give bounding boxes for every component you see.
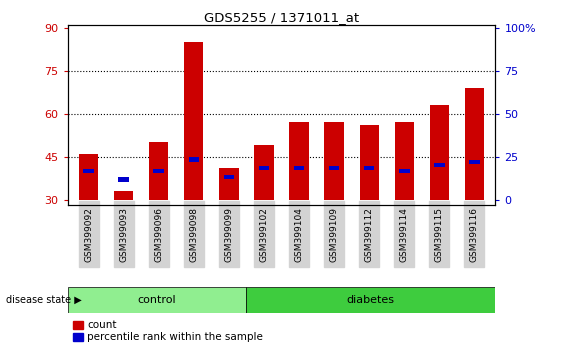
Bar	[329, 166, 339, 170]
Bar	[364, 166, 374, 170]
Title: GDS5255 / 1371011_at: GDS5255 / 1371011_at	[204, 11, 359, 24]
Bar	[360, 125, 379, 200]
Bar	[68, 287, 246, 313]
Bar	[258, 166, 269, 170]
Bar	[324, 122, 344, 200]
Bar	[434, 163, 445, 167]
Bar	[294, 166, 305, 170]
Bar	[189, 157, 199, 162]
Text: control: control	[137, 295, 176, 305]
Bar	[289, 122, 309, 200]
Bar	[83, 169, 94, 173]
Bar	[254, 145, 274, 200]
Bar	[246, 287, 495, 313]
Text: diabetes: diabetes	[347, 295, 395, 305]
Bar	[184, 42, 203, 200]
Bar	[114, 191, 133, 200]
Bar	[118, 177, 129, 182]
Bar	[154, 169, 164, 173]
Bar	[149, 142, 168, 200]
Bar	[224, 175, 234, 179]
Bar	[430, 105, 449, 200]
Bar	[219, 168, 239, 200]
Bar	[395, 122, 414, 200]
Text: disease state ▶: disease state ▶	[6, 295, 82, 305]
Bar	[469, 160, 480, 165]
Legend: count, percentile rank within the sample: count, percentile rank within the sample	[73, 320, 263, 342]
Bar	[399, 169, 409, 173]
Bar	[464, 88, 484, 200]
Bar	[79, 154, 99, 200]
